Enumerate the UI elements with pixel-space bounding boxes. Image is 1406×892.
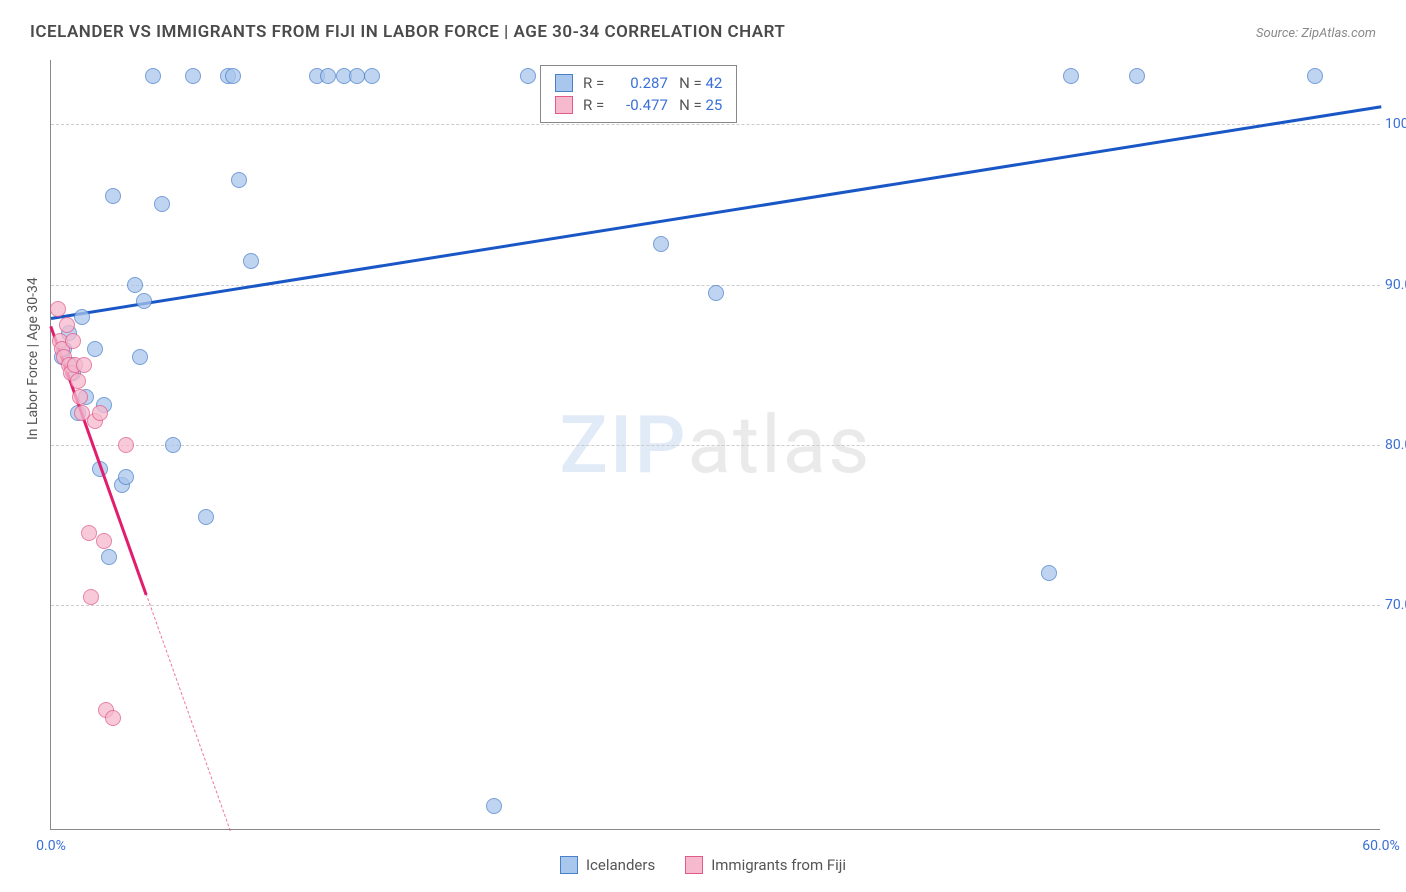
legend-item: Immigrants from Fiji	[685, 856, 846, 874]
data-point	[486, 798, 502, 814]
data-point	[1307, 68, 1323, 84]
y-tick-label: 100.0%	[1385, 116, 1406, 132]
x-tick-label: 60.0%	[1362, 838, 1400, 854]
legend-swatch	[555, 96, 573, 114]
gridline	[51, 124, 1380, 125]
data-point	[145, 68, 161, 84]
data-point	[231, 172, 247, 188]
correlation-text: R = -0.477 N = 25	[583, 96, 722, 114]
data-point	[76, 357, 92, 373]
data-point	[653, 236, 669, 252]
data-point	[243, 253, 259, 269]
legend-swatch	[555, 74, 573, 92]
data-point	[225, 68, 241, 84]
data-point	[92, 405, 108, 421]
data-point	[101, 549, 117, 565]
data-point	[364, 68, 380, 84]
data-point	[118, 437, 134, 453]
data-point	[50, 301, 66, 317]
gridline	[51, 445, 1380, 446]
legend-label: Immigrants from Fiji	[711, 856, 846, 874]
scatter-chart: ZIPatlas 70.0%80.0%90.0%100.0%0.0%60.0%	[50, 60, 1380, 830]
correlation-text: R = 0.287 N = 42	[583, 74, 722, 92]
correlation-row: R = 0.287 N = 42	[555, 72, 722, 94]
data-point	[198, 509, 214, 525]
data-point	[105, 710, 121, 726]
data-point	[118, 469, 134, 485]
legend-item: Icelanders	[560, 856, 655, 874]
y-tick-label: 80.0%	[1385, 437, 1406, 453]
data-point	[1063, 68, 1079, 84]
trend-line	[146, 593, 231, 830]
data-point	[83, 589, 99, 605]
data-point	[1129, 68, 1145, 84]
data-point	[74, 309, 90, 325]
data-point	[87, 341, 103, 357]
data-point	[185, 68, 201, 84]
data-point	[708, 285, 724, 301]
data-point	[132, 349, 148, 365]
data-point	[320, 68, 336, 84]
y-axis-label: In Labor Force | Age 30-34	[25, 277, 41, 440]
data-point	[165, 437, 181, 453]
data-point	[70, 373, 86, 389]
series-legend: Icelanders Immigrants from Fiji	[0, 856, 1406, 874]
legend-label: Icelanders	[586, 856, 655, 874]
data-point	[520, 68, 536, 84]
chart-title: ICELANDER VS IMMIGRANTS FROM FIJI IN LAB…	[30, 22, 785, 42]
gridline	[51, 605, 1380, 606]
data-point	[72, 389, 88, 405]
y-tick-label: 90.0%	[1385, 277, 1406, 293]
data-point	[136, 293, 152, 309]
legend-swatch	[560, 856, 578, 874]
data-point	[154, 196, 170, 212]
x-tick-label: 0.0%	[36, 838, 66, 854]
y-tick-label: 70.0%	[1385, 597, 1406, 613]
source-attribution: Source: ZipAtlas.com	[1256, 26, 1376, 41]
correlation-row: R = -0.477 N = 25	[555, 94, 722, 116]
correlation-legend: R = 0.287 N = 42 R = -0.477 N = 25	[540, 65, 737, 123]
data-point	[349, 68, 365, 84]
data-point	[127, 277, 143, 293]
data-point	[65, 333, 81, 349]
data-point	[105, 188, 121, 204]
data-point	[96, 533, 112, 549]
data-point	[59, 317, 75, 333]
data-point	[1041, 565, 1057, 581]
data-point	[81, 525, 97, 541]
legend-swatch	[685, 856, 703, 874]
